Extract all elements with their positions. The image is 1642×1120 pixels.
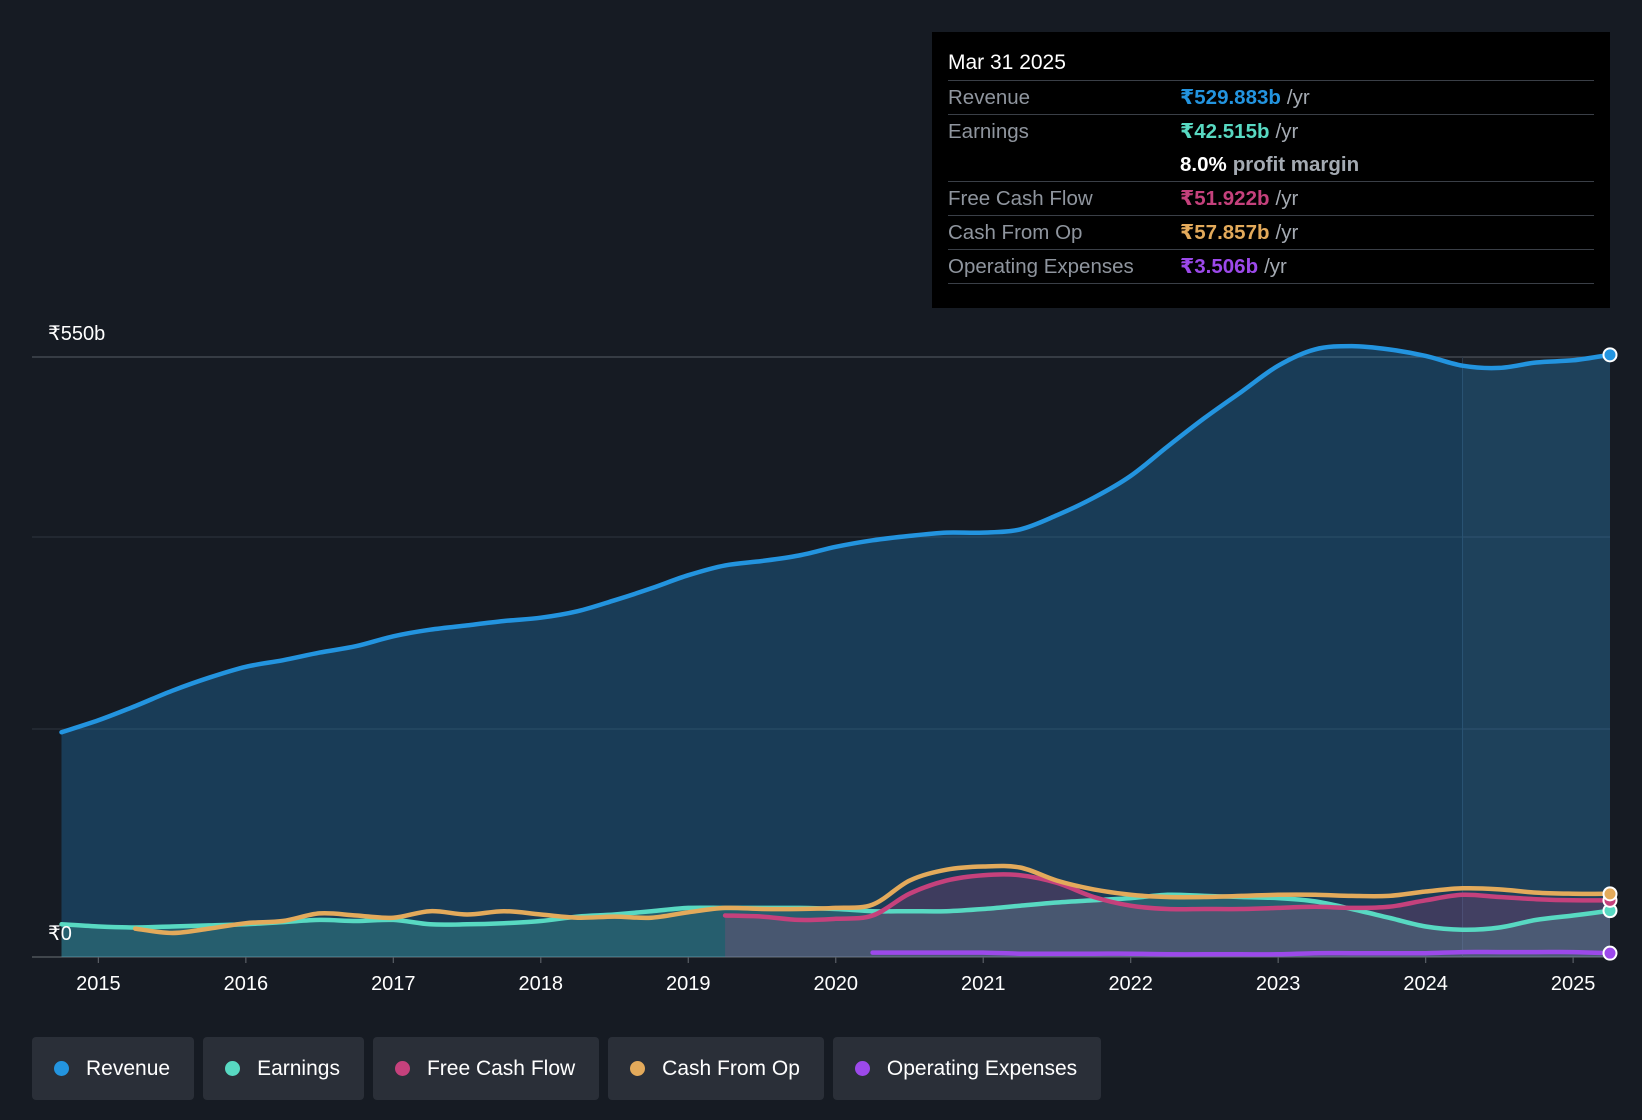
series-lines (59, 343, 1613, 957)
tooltip-margin-text: profit margin (1232, 153, 1360, 176)
tooltip-revenue-value: ₹529.883b (1180, 86, 1281, 109)
area-free-cash-flow (725, 874, 1610, 957)
endpoint-operating-expenses (1602, 945, 1618, 961)
legend-label-operating-expenses: Operating Expenses (886, 1056, 1078, 1080)
tooltip-row-earnings: Earnings ₹42.515b /yr (948, 115, 1594, 148)
tooltip-revenue-label: Revenue (948, 86, 1031, 109)
tooltip-opex-value: ₹3.506b (1180, 255, 1259, 278)
endpoint-markers (1602, 347, 1618, 961)
tooltip-panel: Mar 31 2025 Revenue ₹529.883b /yr Earnin… (932, 32, 1610, 308)
gridlines (32, 356, 1610, 958)
x-tick-label-2024: 2024 (1403, 973, 1448, 995)
endpoint-cash-from-op (1602, 886, 1618, 902)
tooltip-cfo-label: Cash From Op (948, 221, 1083, 244)
legend-item-cash-from-op[interactable]: Cash From Op (608, 1037, 824, 1100)
legend-label-revenue: Revenue (86, 1056, 171, 1080)
tooltip-row-fcf: Free Cash Flow ₹51.922b /yr (948, 182, 1594, 216)
legend-dot-cash-from-op (630, 1061, 646, 1076)
endpoint-revenue (1602, 347, 1618, 363)
legend-dot-revenue (54, 1061, 69, 1076)
legend-label-earnings: Earnings (257, 1056, 340, 1080)
x-tick-label-2015: 2015 (76, 973, 121, 995)
line-cash-from-op (132, 863, 1613, 936)
series-areas (61, 346, 1610, 958)
legend-item-revenue[interactable]: Revenue (32, 1037, 195, 1100)
x-tick-label-2020: 2020 (813, 973, 858, 995)
tooltip-cfo-value: ₹57.857b (1180, 221, 1270, 244)
legend-item-free-cash-flow[interactable]: Free Cash Flow (372, 1037, 600, 1100)
tooltip-margin-spacer (948, 148, 1180, 181)
legend-dot-earnings (225, 1061, 241, 1076)
line-free-cash-flow (722, 872, 1613, 923)
x-tick-label-2025: 2025 (1551, 973, 1596, 995)
x-tick-label-2016: 2016 (224, 973, 269, 995)
legend-label-cash-from-op: Cash From Op (662, 1056, 800, 1080)
tooltip-fcf-unit: /yr (1275, 187, 1299, 210)
tooltip-opex-label: Operating Expenses (948, 255, 1134, 278)
tooltip-earnings-unit: /yr (1275, 120, 1299, 143)
tooltip-row-revenue: Revenue ₹529.883b /yr (948, 81, 1594, 115)
tooltip-date: Mar 31 2025 (948, 48, 1594, 81)
x-tick-label-2019: 2019 (666, 973, 711, 995)
x-tick-label-2018: 2018 (519, 973, 564, 995)
tooltip-fcf-value: ₹51.922b (1180, 187, 1270, 210)
tooltip-row-margin: 8.0% profit margin (948, 148, 1594, 182)
tooltip-cfo-unit: /yr (1275, 221, 1299, 244)
legend-label-free-cash-flow: Free Cash Flow (426, 1056, 576, 1080)
tooltip-fcf-label: Free Cash Flow (948, 187, 1093, 210)
area-revenue (61, 346, 1610, 958)
y-axis-zero-label: ₹0 (48, 923, 72, 945)
tooltip-earnings-value: ₹42.515b (1180, 120, 1270, 143)
tooltip-row-cfo: Cash From Op ₹57.857b /yr (948, 216, 1594, 250)
tooltip-row-opex: Operating Expenses ₹3.506b /yr (948, 250, 1594, 284)
tooltip-opex-unit: /yr (1264, 255, 1287, 278)
tooltip-earnings-label: Earnings (948, 120, 1029, 143)
y-axis-top-label: ₹550b (48, 323, 105, 345)
line-revenue (59, 343, 1613, 735)
x-tick-label-2023: 2023 (1256, 973, 1301, 995)
legend-dot-operating-expenses (854, 1061, 870, 1076)
x-tick-label-2017: 2017 (371, 973, 416, 995)
legend-item-earnings[interactable]: Earnings (203, 1037, 364, 1100)
x-axis-ticks: 2015 2016 2017 2018 2019 2020 2021 2022 2023 2024… (76, 957, 1595, 995)
line-operating-expenses (870, 949, 1613, 957)
x-tick-label-2022: 2022 (1108, 973, 1153, 995)
tooltip-revenue-unit: /yr (1286, 86, 1310, 109)
legend-item-operating-expenses[interactable]: Operating Expenses (832, 1037, 1102, 1100)
legend-dot-free-cash-flow (394, 1061, 410, 1076)
x-tick-label-2021: 2021 (961, 973, 1006, 995)
legend: Revenue Earnings Free Cash Flow Cash Fro… (32, 1037, 1102, 1100)
tooltip-margin-value: 8.0% (1180, 153, 1227, 176)
chart-area: ₹550b ₹0 2015 2016 2017 2018 2019 2020 2021 202… (32, 323, 1618, 995)
